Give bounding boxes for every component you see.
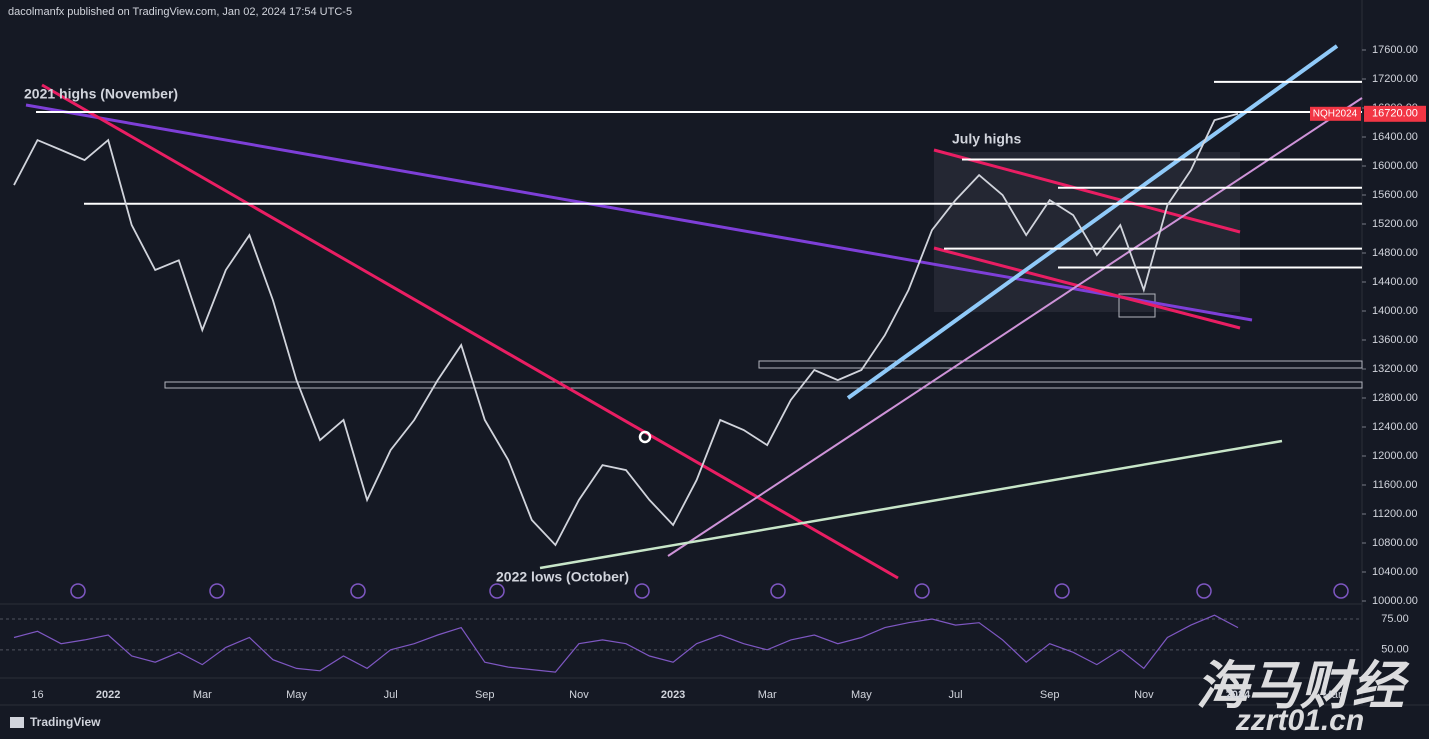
trendline (25, 103, 1253, 322)
y-tick-label: 16400.00 (1372, 131, 1418, 143)
x-tick-label: May (286, 689, 307, 701)
logo-icon (10, 717, 24, 728)
y-tick-label: 10000.00 (1372, 595, 1418, 607)
y-tick-label: 17200.00 (1372, 73, 1418, 85)
trendline (667, 97, 1363, 557)
y-tick-label: 15200.00 (1372, 218, 1418, 230)
watermark: 海马财经 (1196, 658, 1410, 716)
trendline (933, 148, 1241, 234)
x-tick-label: Nov (1134, 689, 1154, 701)
trendline (933, 246, 1241, 330)
event-icon (70, 583, 86, 599)
y-tick-label: 14800.00 (1372, 247, 1418, 259)
x-tick-label: 2024 (1226, 689, 1251, 701)
x-tick-label: Jul (949, 689, 963, 701)
price-line (13, 112, 1239, 547)
y-tick-label: 12400.00 (1372, 421, 1418, 433)
zone (934, 152, 1240, 312)
y-tick-label: 13600.00 (1372, 334, 1418, 346)
annotation: July highs (952, 131, 1021, 147)
y-tick-label: 10400.00 (1372, 566, 1418, 578)
y-tick-label: 12800.00 (1372, 392, 1418, 404)
x-tick-label: 2022 (96, 689, 120, 701)
x-tick-label: May (851, 689, 872, 701)
y-tick-label: 14000.00 (1372, 305, 1418, 317)
event-icon (1333, 583, 1349, 599)
symbol-tag (1310, 106, 1361, 121)
y-tick-label: 14400.00 (1372, 276, 1418, 288)
y-tick-label: 50.00 (1381, 644, 1409, 656)
trendline (539, 439, 1283, 570)
x-tick-label: Nov (569, 689, 589, 701)
annotation: 2021 highs (November) (24, 86, 178, 102)
x-tick-label: Mar (1323, 689, 1342, 701)
y-tick-label: 11200.00 (1372, 508, 1417, 520)
event-icons (70, 583, 1349, 599)
price-label: 16720.00 (1372, 108, 1418, 120)
header: dacolmanfx published on TradingView.com,… (8, 6, 352, 18)
event-icon (770, 583, 786, 599)
trendline (41, 83, 899, 580)
x-tick-label: Mar (193, 689, 212, 701)
y-tick-label: 15600.00 (1372, 189, 1418, 201)
y-tick-label: 11600.00 (1372, 479, 1417, 491)
symbol-label: NQH2024 (1313, 108, 1358, 119)
y-tick-label: 17600.00 (1372, 44, 1418, 56)
y-tick-label: 12000.00 (1372, 450, 1418, 462)
annotation: 2022 lows (October) (496, 569, 629, 585)
marker (638, 430, 652, 444)
trendline (846, 44, 1339, 400)
zone (164, 381, 1363, 389)
y-tick-label: 13200.00 (1372, 363, 1418, 375)
x-tick-label: Sep (475, 689, 495, 701)
footer-logo: TradingView (30, 715, 101, 729)
event-icon (489, 583, 505, 599)
y-tick-label: 75.00 (1381, 613, 1409, 625)
rsi-line (13, 614, 1239, 673)
watermark: zzrt01.cn (1235, 704, 1364, 737)
x-tick-label: Sep (1040, 689, 1060, 701)
zone (758, 360, 1363, 369)
x-tick-label: 16 (31, 689, 43, 701)
event-icon (634, 583, 650, 599)
event-icon (350, 583, 366, 599)
event-icon (1196, 583, 1212, 599)
event-icon (1054, 583, 1070, 599)
x-tick-label: Jul (384, 689, 398, 701)
y-tick-label: 16000.00 (1372, 160, 1418, 172)
x-tick-label: 2023 (661, 689, 685, 701)
x-tick-label: Mar (758, 689, 777, 701)
y-tick-label: 10800.00 (1372, 537, 1418, 549)
price-tag (1364, 105, 1426, 122)
event-icon (209, 583, 225, 599)
event-icon (914, 583, 930, 599)
